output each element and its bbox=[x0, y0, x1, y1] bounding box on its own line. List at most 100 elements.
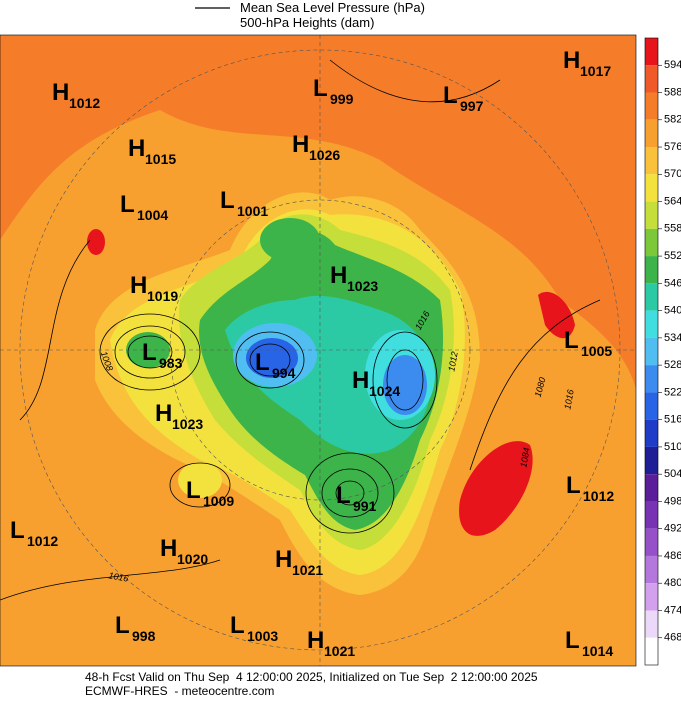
center-letter: L bbox=[220, 187, 235, 214]
colorbar-label: 540 bbox=[664, 305, 681, 317]
center-letter: L bbox=[566, 472, 581, 499]
center-pressure: 1023 bbox=[172, 416, 203, 432]
center-pressure: 1009 bbox=[203, 493, 234, 509]
colorbar: 594 588 582 576 570 564 558 552 546 540 534 528 522 5… bbox=[644, 37, 681, 666]
center-pressure: 1021 bbox=[292, 562, 323, 578]
colorbar-cell bbox=[645, 283, 658, 311]
colorbar-cell bbox=[645, 228, 658, 257]
colorbar-cell bbox=[645, 65, 658, 93]
colorbar-cell bbox=[645, 119, 658, 148]
center-letter: H bbox=[292, 131, 309, 158]
map bbox=[0, 34, 637, 667]
colorbar-label: 558 bbox=[664, 223, 681, 235]
center-letter: H bbox=[352, 367, 369, 394]
center-letter: H bbox=[128, 135, 145, 162]
center-letter: L bbox=[142, 339, 157, 366]
graticule bbox=[0, 35, 636, 666]
center-pressure: 1004 bbox=[137, 207, 168, 223]
center-pressure: 1024 bbox=[369, 383, 400, 399]
center-letter: L bbox=[443, 82, 458, 109]
center-pressure: 1017 bbox=[580, 63, 611, 79]
center-pressure: 998 bbox=[132, 628, 156, 644]
center-letter: H bbox=[330, 262, 347, 289]
colorbar-border bbox=[644, 37, 659, 666]
center-letter: L bbox=[255, 349, 270, 376]
map-border bbox=[0, 34, 637, 667]
center-pressure: 1014 bbox=[582, 643, 613, 659]
colorbar-label: 534 bbox=[664, 332, 681, 344]
legend-line-label: Mean Sea Level Pressure (hPa) bbox=[240, 0, 425, 15]
colorbar-cell bbox=[645, 446, 658, 475]
colorbar-label: 570 bbox=[664, 168, 681, 180]
colorbar-label: 492 bbox=[664, 523, 681, 535]
colorbar-label: 588 bbox=[664, 86, 681, 98]
colorbar-label: 576 bbox=[664, 141, 681, 153]
center-pressure: 1021 bbox=[324, 643, 355, 659]
height-field-546 bbox=[322, 465, 378, 515]
isobars bbox=[0, 59, 601, 601]
center-letter: H bbox=[52, 79, 69, 106]
center-pressure: 1012 bbox=[69, 95, 100, 111]
height-field-576 bbox=[0, 245, 112, 620]
center-pressure: 1023 bbox=[347, 278, 378, 294]
colorbar-cell bbox=[645, 337, 658, 366]
colorbar-label: 594 bbox=[664, 59, 681, 71]
isobar-label: 1084 bbox=[518, 447, 531, 468]
center-pressure: 1026 bbox=[309, 147, 340, 163]
isobar-label: 1016 bbox=[108, 570, 129, 583]
height-field-516 bbox=[246, 338, 298, 378]
center-letter: L bbox=[10, 517, 25, 544]
colorbar-cell bbox=[645, 637, 658, 665]
colorbar-cell bbox=[645, 256, 658, 284]
center-letter: L bbox=[120, 191, 135, 218]
isobar-label: 1016 bbox=[562, 389, 575, 410]
center-pressure: 1012 bbox=[27, 533, 58, 549]
colorbar-cell bbox=[645, 365, 658, 393]
colorbar-cell bbox=[645, 501, 658, 529]
height-field-522 bbox=[383, 355, 427, 415]
center-pressure: 1012 bbox=[583, 488, 614, 504]
center-pressure: 991 bbox=[353, 498, 377, 514]
center-pressure: 994 bbox=[272, 365, 296, 381]
colorbar-cell bbox=[645, 92, 658, 120]
colorbar-label: 546 bbox=[664, 277, 681, 289]
footer-source: ECMWF-HRES - meteocentre.com bbox=[85, 684, 274, 698]
legend-shading-label: 500-hPa Heights (dam) bbox=[240, 15, 374, 30]
colorbar-label: 468 bbox=[664, 632, 681, 644]
center-pressure: 1020 bbox=[177, 551, 208, 567]
center-pressure: 1005 bbox=[581, 343, 612, 359]
colorbar-cell bbox=[645, 583, 658, 611]
colorbar-label: 486 bbox=[664, 550, 681, 562]
colorbar-label: 516 bbox=[664, 414, 681, 426]
center-letter: L bbox=[115, 612, 130, 639]
colorbar-label: 498 bbox=[664, 495, 681, 507]
colorbar-cell bbox=[645, 474, 658, 502]
center-pressure: 1003 bbox=[247, 628, 278, 644]
height-field-594 bbox=[538, 291, 575, 339]
colorbar-label: 528 bbox=[664, 359, 681, 371]
center-letter: H bbox=[307, 627, 324, 654]
colorbar-label: 480 bbox=[664, 577, 681, 589]
colorbar-cell bbox=[645, 147, 658, 175]
center-letter: H bbox=[155, 400, 172, 427]
colorbar-cell bbox=[645, 555, 658, 584]
center-letter: H bbox=[275, 546, 292, 573]
colorbar-label: 510 bbox=[664, 441, 681, 453]
isobar-label: 1012 bbox=[446, 351, 459, 372]
height-field-594 bbox=[459, 441, 533, 536]
center-pressure: 1001 bbox=[237, 203, 268, 219]
colorbar-cell bbox=[645, 528, 658, 556]
colorbar-label: 582 bbox=[664, 114, 681, 126]
colorbar-cell bbox=[645, 610, 658, 638]
colorbar-label: 522 bbox=[664, 386, 681, 398]
center-letter: H bbox=[130, 272, 147, 299]
colorbar-label: 552 bbox=[664, 250, 681, 262]
center-letter: H bbox=[160, 535, 177, 562]
footer-valid-time: 48-h Fcst Valid on Thu Sep 4 12:00:00 20… bbox=[85, 670, 538, 684]
center-pressure: 1015 bbox=[145, 151, 176, 167]
center-letter: L bbox=[313, 75, 328, 102]
center-letter: H bbox=[563, 47, 580, 74]
colorbar-label: 564 bbox=[664, 195, 681, 207]
